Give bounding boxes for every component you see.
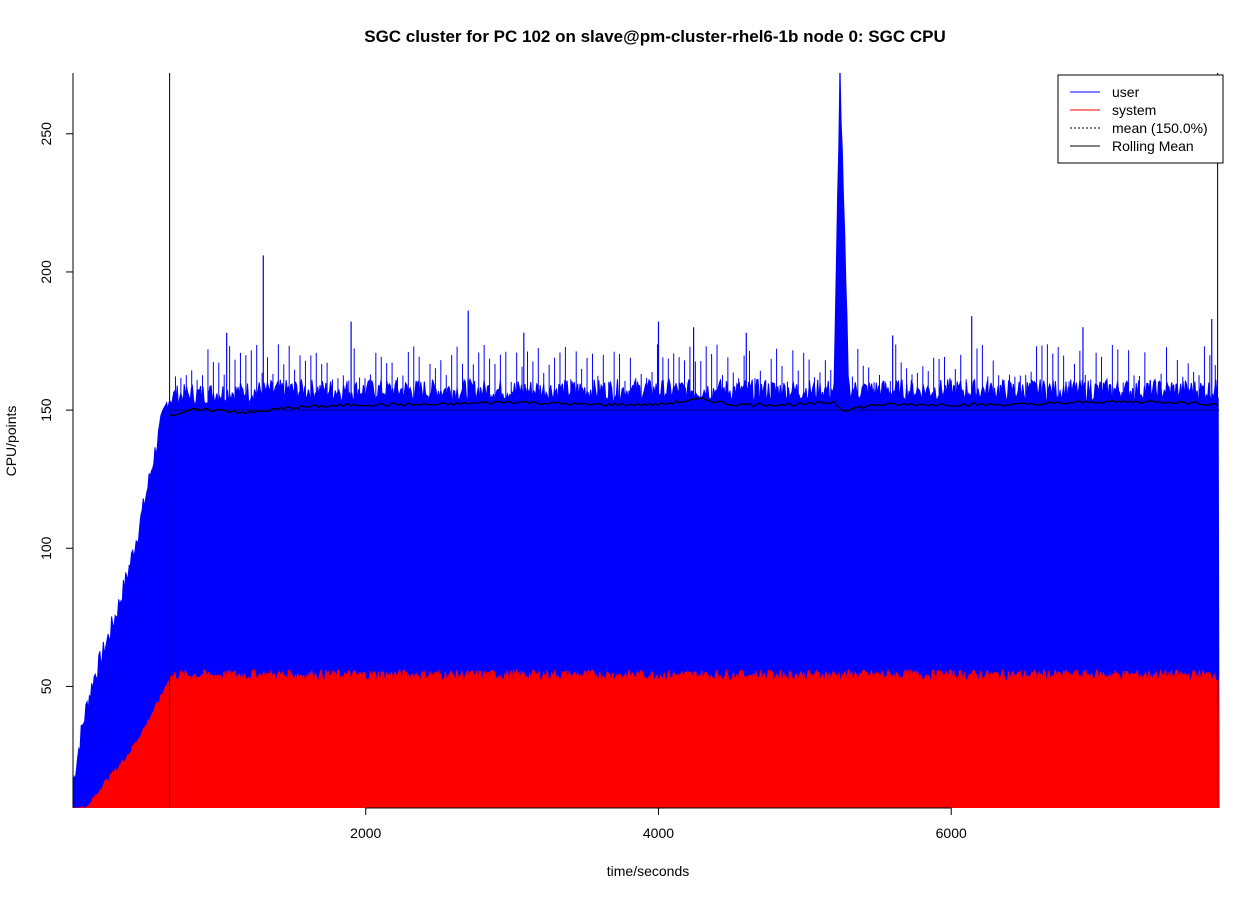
rolling-mean-line — [169, 396, 1218, 417]
plot-area — [72, 73, 1220, 808]
system-series-area — [73, 668, 1220, 808]
chart-title: SGC cluster for PC 102 on slave@pm-clust… — [364, 27, 946, 46]
x-axis-label: time/seconds — [607, 863, 689, 879]
x-tick-label: 2000 — [350, 825, 381, 841]
x-tick-label: 4000 — [643, 825, 674, 841]
legend-label-system: system — [1112, 102, 1156, 118]
legend-label-rolling-mean: Rolling Mean — [1112, 138, 1194, 154]
y-axis: 50 100 150 200 250 — [38, 122, 74, 694]
y-tick-label: 100 — [38, 536, 54, 560]
y-tick-label: 150 — [38, 398, 54, 422]
legend-box — [1057, 74, 1224, 164]
legend: user system mean (150.0%) Rolling Mean — [1057, 74, 1224, 164]
legend-label-mean: mean (150.0%) — [1112, 120, 1208, 136]
x-axis: 2000 4000 6000 — [350, 807, 967, 841]
x-tick-label: 6000 — [936, 825, 967, 841]
y-tick-label: 250 — [38, 122, 54, 146]
y-axis-label: CPU/points — [3, 406, 19, 477]
y-tick-label: 200 — [38, 260, 54, 284]
y-tick-label: 50 — [38, 678, 54, 694]
legend-label-user: user — [1112, 84, 1140, 100]
